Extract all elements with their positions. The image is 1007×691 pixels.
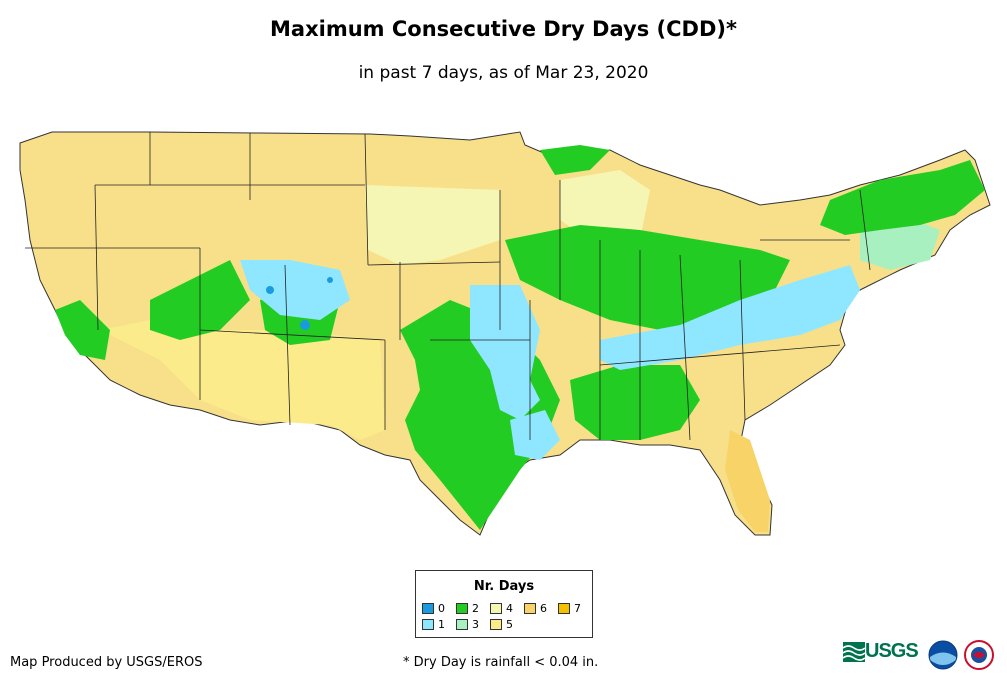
legend-item-7: 7 — [558, 602, 581, 615]
legend-label: 7 — [574, 602, 581, 615]
legend-swatch — [490, 603, 502, 614]
legend-swatch — [422, 619, 434, 630]
legend-item-0: 0 — [422, 602, 445, 615]
map-credit: Map Produced by USGS/EROS — [10, 655, 203, 670]
blue-speck-3 — [327, 277, 333, 283]
legend-swatch — [558, 603, 570, 614]
dry-day-footnote: * Dry Day is rainfall < 0.04 in. — [403, 655, 599, 670]
plains-pale — [365, 185, 500, 265]
green-south — [570, 365, 700, 440]
legend-item-4: 4 — [490, 602, 513, 615]
legend-item-2: 2 — [456, 602, 479, 615]
legend-label: 2 — [472, 602, 479, 615]
legend: Nr. Days 0 1 2 3 4 5 6 — [415, 570, 593, 638]
lakes-pale — [560, 170, 650, 240]
green-northeast — [820, 160, 985, 235]
legend-label: 6 — [540, 602, 547, 615]
green-upper — [540, 145, 610, 175]
blue-speck-1 — [300, 320, 310, 330]
legend-item-1: 1 — [422, 618, 445, 631]
legend-title: Nr. Days — [473, 579, 535, 594]
legend-label: 1 — [438, 618, 445, 631]
usgs-wave-icon — [843, 641, 865, 662]
legend-item-6: 6 — [524, 602, 547, 615]
legend-item-3: 3 — [456, 618, 479, 631]
florida-orange — [725, 430, 770, 532]
blue-ohio — [600, 265, 860, 370]
noaa-logo-icon — [928, 640, 958, 670]
legend-swatch — [456, 603, 468, 614]
green-coast — [55, 300, 110, 360]
blue-rockies — [240, 260, 350, 320]
us-cdd-map — [19, 131, 991, 536]
legend-item-5: 5 — [490, 618, 513, 631]
blue-speck-2 — [266, 286, 274, 294]
legend-swatch — [490, 619, 502, 630]
legend-label: 3 — [472, 618, 479, 631]
legend-swatch — [456, 619, 468, 630]
blue-mo — [470, 285, 540, 420]
legend-swatch — [422, 603, 434, 614]
nws-logo-icon — [964, 640, 994, 670]
legend-label: 5 — [506, 618, 513, 631]
state-boundaries — [25, 132, 871, 441]
sw-pale — [100, 320, 385, 440]
legend-label: 4 — [506, 602, 513, 615]
usgs-logo: USGS — [843, 640, 919, 663]
map-subtitle: in past 7 days, as of Mar 23, 2020 — [358, 63, 649, 83]
legend-swatch — [524, 603, 536, 614]
usgs-logo-text: USGS — [865, 640, 919, 662]
map-title: Maximum Consecutive Dry Days (CDD)* — [270, 17, 737, 41]
blue-gulf — [510, 410, 560, 460]
green-midwest — [505, 225, 790, 330]
legend-label: 0 — [438, 602, 445, 615]
